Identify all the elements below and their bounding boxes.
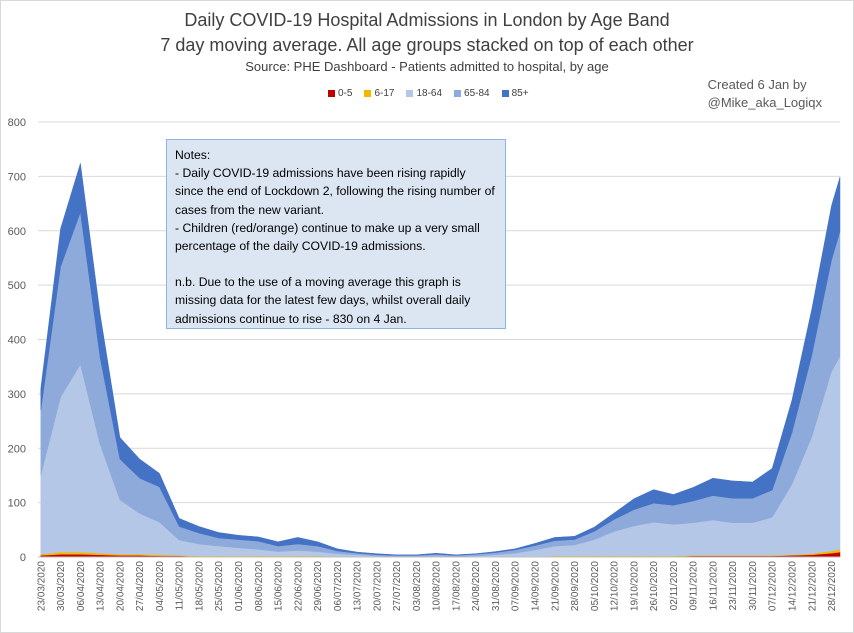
x-tick-label: 15/06/2020 xyxy=(274,561,285,611)
credit-line-2: @Mike_aka_Logiqx xyxy=(707,95,822,110)
x-tick-label: 31/08/2020 xyxy=(491,561,502,611)
y-tick-label: 400 xyxy=(8,335,26,347)
legend-item-85plus: 85+ xyxy=(501,88,529,99)
x-tick-label: 11/05/2020 xyxy=(175,561,186,611)
x-tick-label: 24/08/2020 xyxy=(471,561,482,611)
notes-paragraph-3: n.b. Due to the use of a moving average … xyxy=(175,275,471,326)
x-tick-label: 26/10/2020 xyxy=(649,561,660,611)
x-tick-label: 27/07/2020 xyxy=(392,561,403,611)
x-tick-label: 29/06/2020 xyxy=(313,561,324,611)
area-series-18-64 xyxy=(40,355,841,558)
x-tick-label: 07/12/2020 xyxy=(768,561,779,611)
legend-label-18-64: 18-64 xyxy=(416,88,443,99)
legend-item-6-17: 6-17 xyxy=(364,88,394,99)
x-tick-label: 25/05/2020 xyxy=(214,561,225,611)
x-tick-label: 21/12/2020 xyxy=(807,561,818,611)
legend-item-65-84: 65-84 xyxy=(454,88,490,99)
x-tick-label: 08/06/2020 xyxy=(254,561,265,611)
x-tick-label: 28/12/2020 xyxy=(827,561,838,611)
chart-subtitle: 7 day moving average. All age groups sta… xyxy=(160,35,694,55)
credit-line-1: Created 6 Jan by xyxy=(707,77,807,92)
x-tick-label: 14/09/2020 xyxy=(531,561,542,611)
x-tick-label: 23/03/2020 xyxy=(36,561,47,611)
x-tick-label: 16/11/2020 xyxy=(708,561,719,611)
chart-title: Daily COVID-19 Hospital Admissions in Lo… xyxy=(184,10,670,30)
x-tick-label: 01/06/2020 xyxy=(234,561,245,611)
legend-swatch-65-84 xyxy=(454,90,462,97)
legend-item-0-5: 0-5 xyxy=(328,88,352,99)
credit: Created 6 Jan by @Mike_aka_Logiqx xyxy=(708,76,822,112)
x-tick-label: 20/07/2020 xyxy=(372,561,383,611)
y-tick-label: 200 xyxy=(8,443,26,455)
chart-source: Source: PHE Dashboard - Patients admitte… xyxy=(245,59,609,74)
x-tick-label: 13/04/2020 xyxy=(96,561,107,611)
x-tick-label: 09/11/2020 xyxy=(689,561,700,611)
x-tick-label: 22/06/2020 xyxy=(293,561,304,611)
x-tick-label: 19/10/2020 xyxy=(629,561,640,611)
x-tick-label: 18/05/2020 xyxy=(195,561,206,611)
x-tick-label: 12/10/2020 xyxy=(610,561,621,611)
notes-heading: Notes: xyxy=(175,148,211,162)
legend-swatch-0-5 xyxy=(328,90,335,97)
legend-swatch-6-17 xyxy=(364,90,372,97)
y-tick-label: 800 xyxy=(8,117,26,129)
legend-item-18-64: 18-64 xyxy=(406,88,442,99)
x-tick-label: 17/08/2020 xyxy=(451,561,462,611)
legend-swatch-18-64 xyxy=(406,90,414,97)
x-tick-label: 14/12/2020 xyxy=(788,561,799,611)
x-tick-label: 10/08/2020 xyxy=(432,561,443,611)
x-tick-label: 06/07/2020 xyxy=(333,561,344,611)
legend-label-65-84: 65-84 xyxy=(464,88,490,99)
legend-swatch-85plus xyxy=(501,90,509,97)
x-tick-label: 02/11/2020 xyxy=(669,561,680,611)
y-tick-label: 700 xyxy=(8,171,26,183)
x-tick-label: 06/04/2020 xyxy=(76,561,87,611)
x-tick-label: 27/04/2020 xyxy=(135,561,146,611)
notes-paragraph-2: - Children (red/orange) continue to make… xyxy=(175,220,480,254)
x-tick-label: 05/10/2020 xyxy=(590,561,601,611)
x-tick-label: 28/09/2020 xyxy=(570,561,581,611)
area-series-85plus xyxy=(40,163,841,556)
x-tick-label: 30/11/2020 xyxy=(748,561,759,611)
legend: 0-5 6-17 18-64 65-84 85+ xyxy=(328,88,529,99)
y-tick-label: 300 xyxy=(8,389,26,401)
y-tick-label: 600 xyxy=(8,226,26,238)
y-tick-label: 500 xyxy=(8,280,26,292)
x-tick-label: 23/11/2020 xyxy=(728,561,739,611)
y-tick-label: 100 xyxy=(8,498,26,510)
legend-label-6-17: 6-17 xyxy=(374,88,395,99)
x-tick-label: 13/07/2020 xyxy=(353,561,364,611)
x-tick-label: 21/09/2020 xyxy=(550,561,561,611)
legend-label-85plus: 85+ xyxy=(511,88,529,99)
legend-label-0-5: 0-5 xyxy=(338,88,353,99)
x-tick-label: 30/03/2020 xyxy=(56,561,67,611)
notes-box: Notes: - Daily COVID-19 admissions have … xyxy=(166,139,506,329)
x-tick-label: 07/09/2020 xyxy=(511,561,522,611)
notes-paragraph-1: - Daily COVID-19 admissions have been ri… xyxy=(175,166,495,217)
x-tick-label: 04/05/2020 xyxy=(155,561,166,611)
x-tick-label: 03/08/2020 xyxy=(412,561,423,611)
x-tick-label: 20/04/2020 xyxy=(115,561,126,611)
y-tick-label: 0 xyxy=(20,552,26,564)
